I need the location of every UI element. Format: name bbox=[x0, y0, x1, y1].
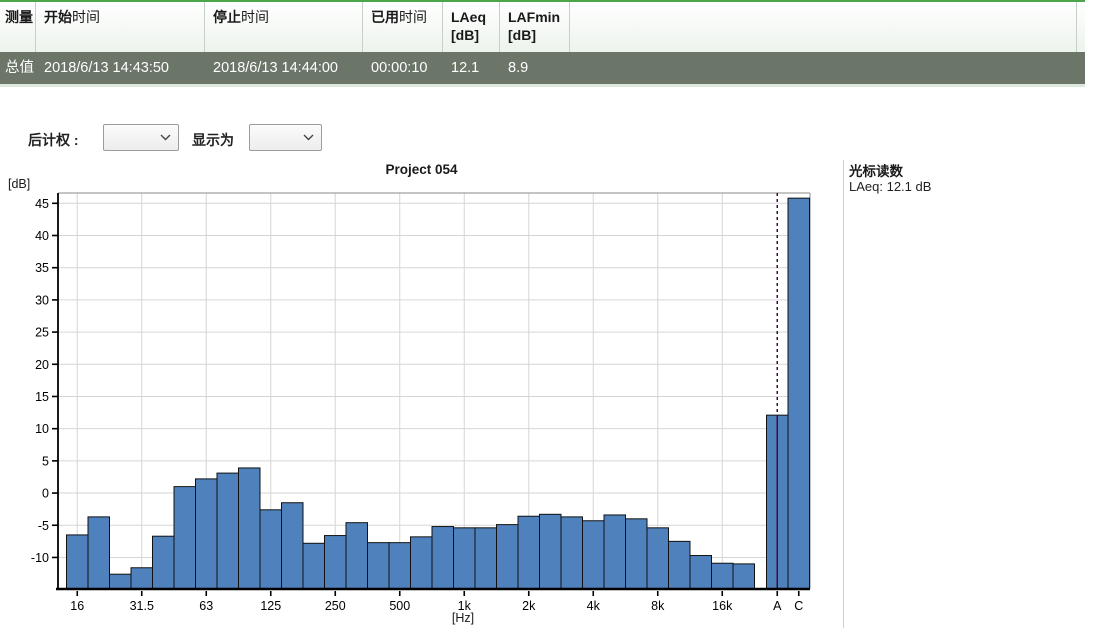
y-tick-label: 40 bbox=[35, 229, 49, 243]
spectrum-bar-2k[interactable] bbox=[517, 515, 540, 590]
spectrum-bar-4k[interactable] bbox=[582, 520, 605, 590]
header-laeq: LAeq [dB] bbox=[443, 2, 500, 52]
spectrum-bar-3.15k[interactable] bbox=[560, 516, 583, 590]
cursor-reading: LAeq: 12.1 dB bbox=[849, 179, 932, 194]
spectrum-bar-1.6k[interactable] bbox=[496, 524, 519, 590]
header-start-time: 开始时间 bbox=[36, 2, 205, 52]
x-tick-label: 8k bbox=[651, 599, 665, 613]
table-bottom-strip bbox=[0, 84, 1085, 87]
x-tick-label: 16 bbox=[70, 599, 84, 613]
spectrum-bar-2.5k[interactable] bbox=[539, 513, 562, 590]
x-tick-label: 125 bbox=[260, 599, 281, 613]
spectrum-bar-1k[interactable] bbox=[453, 527, 476, 590]
spectrum-bar-800[interactable] bbox=[431, 526, 454, 590]
spectrum-bar-10k[interactable] bbox=[668, 540, 691, 590]
spectrum-bar-500[interactable] bbox=[388, 542, 411, 590]
cursor-panel-title: 光标读数 bbox=[849, 164, 903, 179]
y-tick-label: 15 bbox=[35, 390, 49, 404]
spectrum-bar-20[interactable] bbox=[87, 516, 110, 590]
weighted-bar-C[interactable] bbox=[787, 197, 810, 590]
chart-title: Project 054 bbox=[385, 162, 458, 177]
header-cap bbox=[1077, 2, 1085, 52]
y-tick-label: 20 bbox=[35, 358, 49, 372]
y-tick-label: 5 bbox=[42, 454, 49, 468]
y-tick-label: 0 bbox=[42, 487, 49, 501]
panel-divider bbox=[843, 160, 844, 628]
total-row-label: 总值 bbox=[5, 60, 34, 76]
spectrum-bar-200[interactable] bbox=[302, 542, 325, 590]
spectrum-bar-630[interactable] bbox=[410, 536, 433, 590]
y-tick-label: -10 bbox=[31, 551, 49, 565]
x-tick-label: 4k bbox=[587, 599, 601, 613]
spectrum-bar-16k[interactable] bbox=[711, 562, 734, 590]
total-row[interactable]: 总值 2018/6/13 14:43:50 2018/6/13 14:44:00… bbox=[0, 52, 1085, 84]
y-tick-label: 30 bbox=[35, 293, 49, 307]
header-elapsed-time: 已用时间 bbox=[363, 2, 443, 52]
spectrum-bar-125[interactable] bbox=[259, 509, 282, 590]
total-row-elapsed: 00:00:10 bbox=[371, 60, 428, 76]
y-tick-label: 25 bbox=[35, 326, 49, 340]
spectrum-chart[interactable]: Project 054 [dB] 45 40 35 30 25 20 15 10 5 0 -5 -10… bbox=[0, 158, 843, 638]
y-tick-label: -5 bbox=[38, 519, 49, 533]
x-tick-label: 31.5 bbox=[130, 599, 154, 613]
x-tick-label: 500 bbox=[389, 599, 410, 613]
spectrum-bar-80[interactable] bbox=[216, 472, 239, 590]
post-weighting-label: 后计权 : bbox=[28, 132, 79, 148]
x-tick-label: 2k bbox=[522, 599, 536, 613]
spectrum-plot[interactable]: 45 40 35 30 25 20 15 10 5 0 -5 -10 16 31.5 63 125 250 500… bbox=[0, 158, 843, 638]
x-axis-unit-label: [Hz] bbox=[451, 611, 475, 625]
spectrum-bar-315[interactable] bbox=[345, 522, 368, 590]
spectrum-bar-40[interactable] bbox=[152, 535, 175, 590]
x-tick-label: 16k bbox=[712, 599, 733, 613]
header-lafmin: LAFmin [dB] bbox=[500, 2, 570, 52]
header-measurement: 测量 bbox=[0, 2, 36, 52]
post-weighting-dropdown[interactable] bbox=[103, 124, 179, 151]
y-tick-label: 45 bbox=[35, 197, 49, 211]
spectrum-bar-100[interactable] bbox=[238, 467, 261, 590]
spectrum-bar-31.5[interactable] bbox=[130, 567, 153, 590]
y-tick-label: 35 bbox=[35, 261, 49, 275]
total-row-start-time: 2018/6/13 14:43:50 bbox=[44, 60, 169, 76]
spectrum-bar-12.5k[interactable] bbox=[689, 555, 712, 590]
header-filler bbox=[570, 2, 1077, 52]
y-axis-unit-label: [dB] bbox=[8, 177, 31, 191]
x-tick-label: 63 bbox=[199, 599, 213, 613]
display-as-dropdown[interactable] bbox=[249, 124, 322, 151]
spectrum-bar-6.3k[interactable] bbox=[625, 518, 648, 590]
x-tick-label-A: A bbox=[773, 599, 782, 613]
summary-table: 测量 开始时间 停止时间 已用时间 LAeq [dB] LAFmin [dB] 总值… bbox=[0, 2, 1085, 87]
total-row-laeq: 12.1 bbox=[451, 60, 480, 76]
spectrum-bar-16[interactable] bbox=[66, 534, 89, 590]
spectrum-bar-63[interactable] bbox=[195, 478, 218, 590]
y-tick-label: 10 bbox=[35, 422, 49, 436]
x-tick-label: 1k bbox=[458, 599, 472, 613]
top-accent-line bbox=[0, 0, 1085, 2]
spectrum-bar-400[interactable] bbox=[367, 542, 390, 590]
spectrum-bar-1.25k[interactable] bbox=[474, 527, 497, 590]
summary-table-header: 测量 开始时间 停止时间 已用时间 LAeq [dB] LAFmin [dB] bbox=[0, 2, 1085, 52]
header-stop-time: 停止时间 bbox=[205, 2, 363, 52]
spectrum-bar-20k[interactable] bbox=[732, 563, 755, 590]
spectrum-bar-250[interactable] bbox=[324, 535, 347, 590]
spectrum-bar-25[interactable] bbox=[109, 573, 132, 590]
total-row-lafmin: 8.9 bbox=[508, 60, 529, 76]
chevron-down-icon bbox=[303, 134, 314, 141]
x-tick-label: 250 bbox=[325, 599, 346, 613]
spectrum-bar-5k[interactable] bbox=[603, 514, 626, 590]
total-row-stop-time: 2018/6/13 14:44:00 bbox=[213, 60, 338, 76]
display-as-label: 显示为 bbox=[192, 132, 234, 148]
spectrum-bar-160[interactable] bbox=[281, 502, 304, 590]
x-tick-label-C: C bbox=[794, 599, 803, 613]
spectrum-bar-50[interactable] bbox=[173, 486, 196, 590]
spectrum-bar-8k[interactable] bbox=[646, 527, 669, 590]
chevron-down-icon bbox=[160, 134, 171, 141]
